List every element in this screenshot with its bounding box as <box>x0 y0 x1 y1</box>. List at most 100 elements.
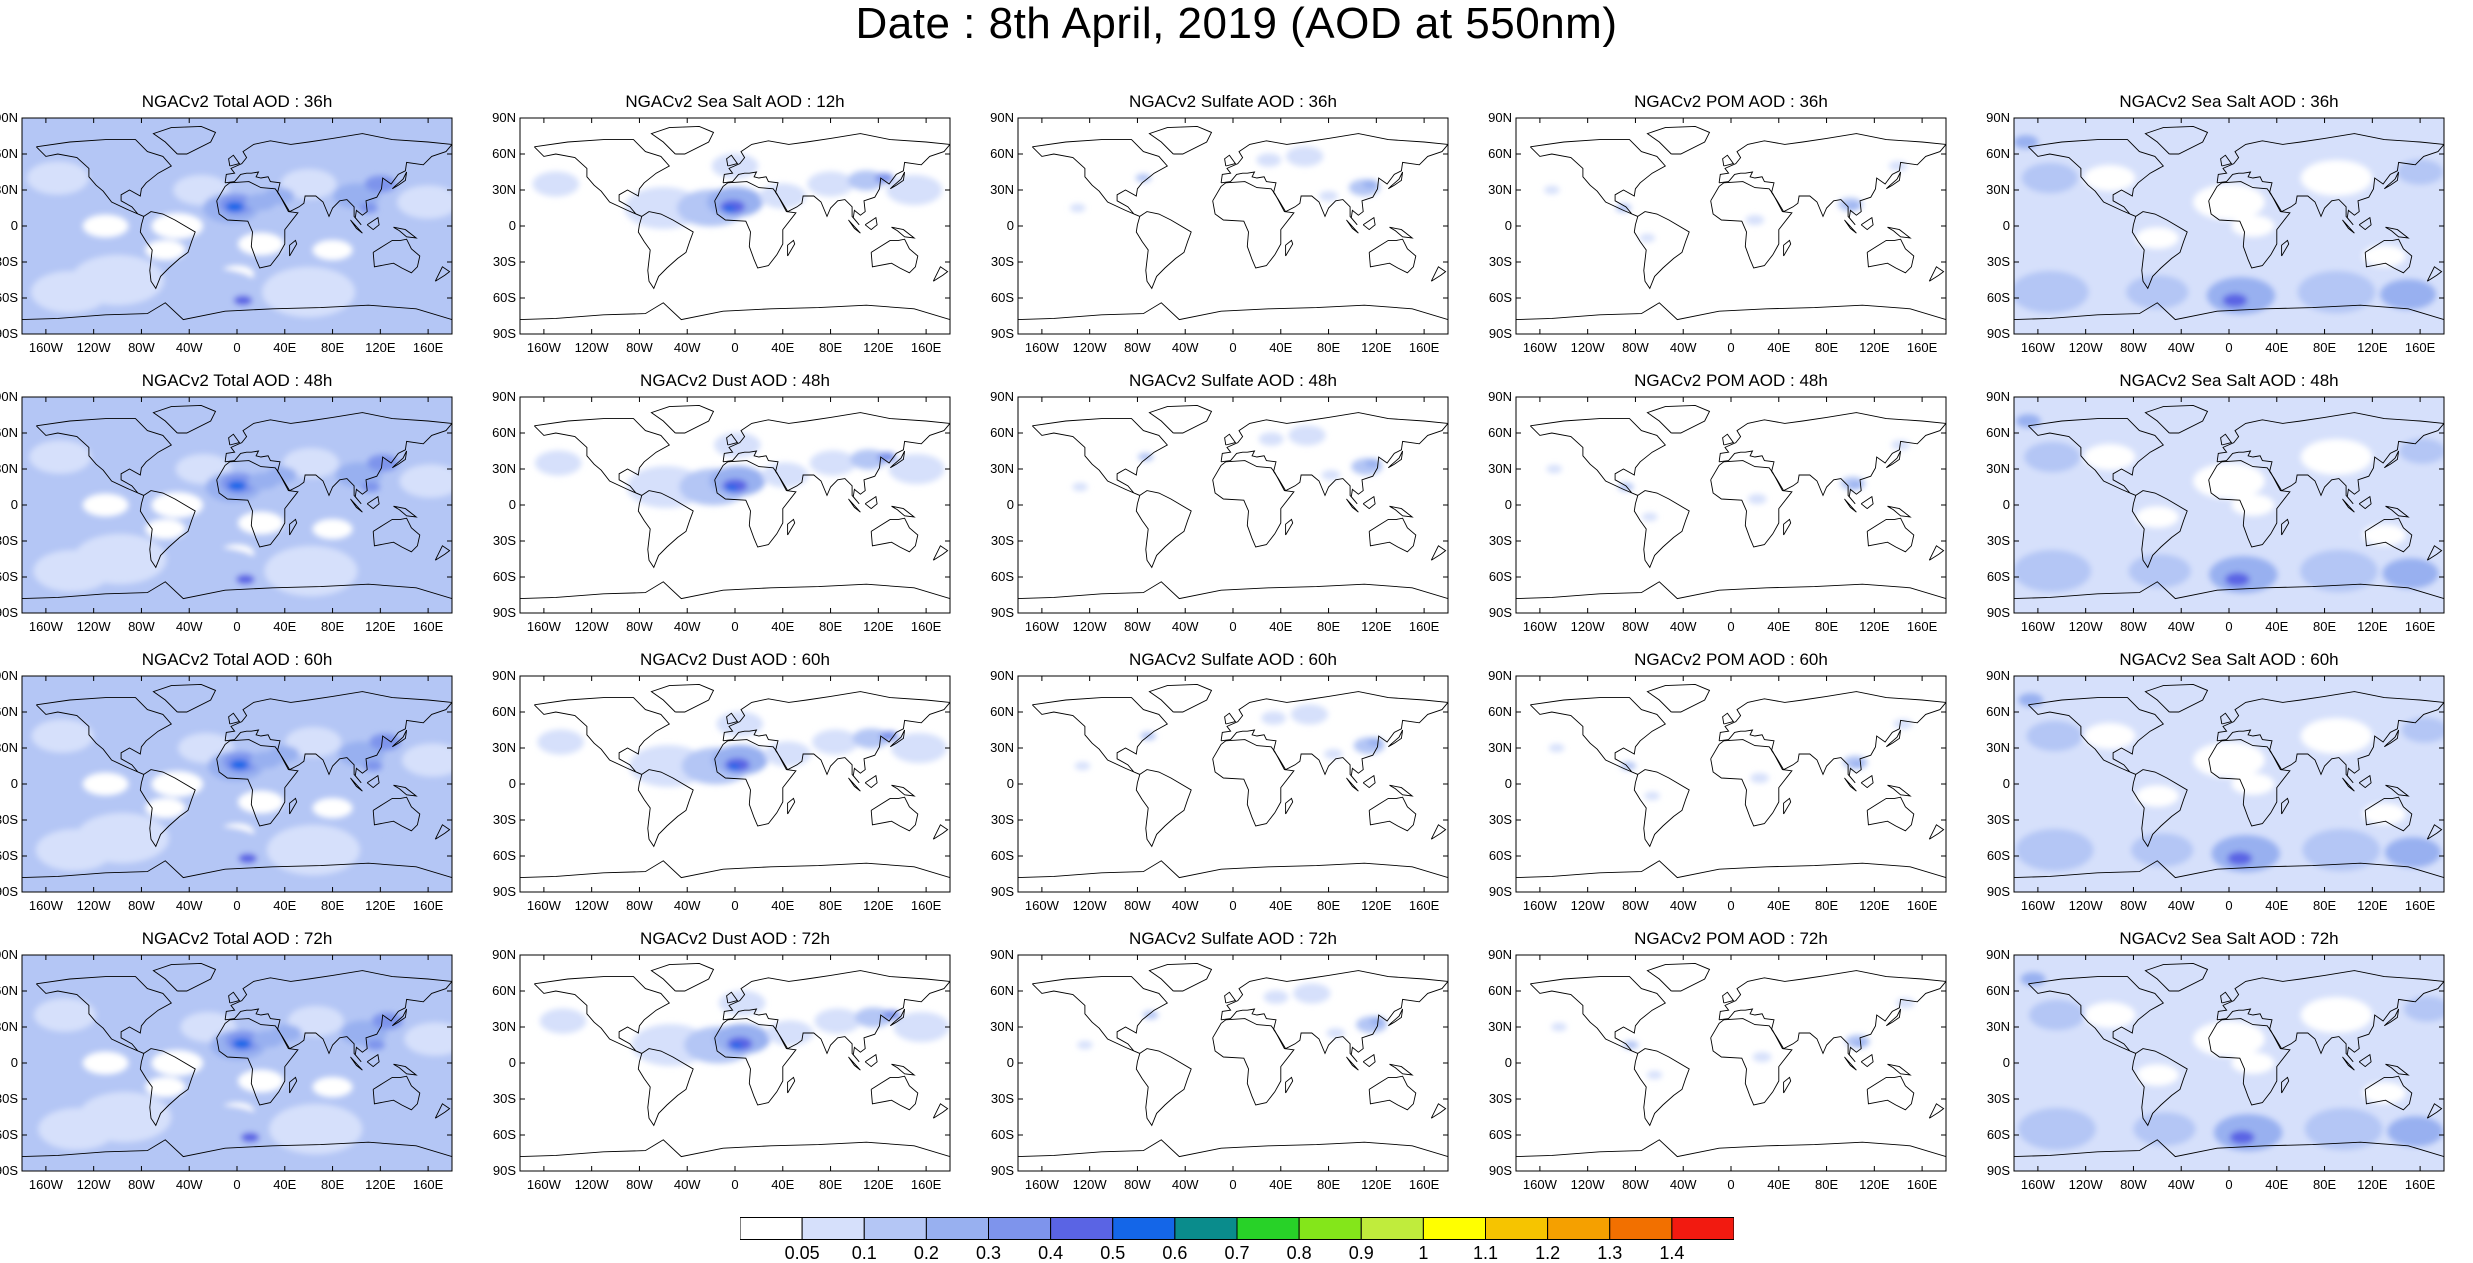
aod-plume <box>1138 452 1154 462</box>
lat-tick-label: 0 <box>1505 497 1512 512</box>
aod-plume <box>2157 159 2205 185</box>
coastline <box>2027 139 2165 217</box>
coastline <box>1285 797 1294 815</box>
aod-plume <box>1747 493 1767 505</box>
aod-background <box>1516 676 1946 892</box>
panel-title: NGACv2 POM AOD : 72h <box>1634 929 1828 948</box>
map-panel: NGACv2 POM AOD : 48h 90N 60N 30N 0 30S 60S 90S 1… <box>1488 369 1969 639</box>
map-panel: NGACv2 Sulfate AOD : 48h 90N 60N 30N 0 30S 60S… <box>990 369 1471 639</box>
coastline <box>372 238 421 274</box>
coastline <box>1844 219 1857 234</box>
lon-tick-label: 80W <box>626 340 653 355</box>
lon-tick-label: 40W <box>176 898 203 913</box>
lat-tick-label: 30S <box>1987 812 2010 827</box>
coastline <box>2383 729 2400 748</box>
aod-plume <box>1896 997 1915 1009</box>
lon-tick-label: 120E <box>1361 1177 1392 1192</box>
coastline <box>1224 991 1237 1004</box>
coastline <box>1633 211 1690 290</box>
lon-tick-label: 160E <box>911 1177 942 1192</box>
lat-tick-label: 90S <box>1489 884 1512 899</box>
coastline <box>1430 1103 1447 1119</box>
coastline <box>1710 1018 1793 1106</box>
coastline <box>1887 1063 1912 1076</box>
aod-plume <box>2020 972 2046 986</box>
aod-plume <box>2029 999 2085 1031</box>
aod-plume <box>629 745 707 787</box>
colorbar-swatch <box>1236 1217 1300 1240</box>
colorbar-swatch <box>739 1217 803 1240</box>
lon-tick-label: 160W <box>29 1177 64 1192</box>
lat-tick-label: 0 <box>509 776 516 791</box>
coastline <box>2281 518 2290 536</box>
aod-plume <box>371 1012 404 1030</box>
coastline <box>1718 691 1946 784</box>
lon-tick-label: 160W <box>2021 340 2056 355</box>
lon-tick-label: 80W <box>1124 340 1151 355</box>
coastline <box>1389 1063 1414 1076</box>
lon-tick-label: 80E <box>2313 1177 2336 1192</box>
world-map: 90N 60N 30N 0 30S 60S 90S 160W 120W 80W 40W 0 40E 80E… <box>492 389 951 634</box>
lat-tick-label: 30S <box>493 1091 516 1106</box>
aod-plume <box>852 728 890 749</box>
aod-plume <box>2088 510 2136 536</box>
lon-tick-label: 80E <box>1317 340 1340 355</box>
aod-clear-area <box>2300 439 2373 475</box>
lat-tick-label: 90N <box>1986 947 2010 962</box>
aod-plume <box>2160 438 2207 464</box>
aod-plume <box>379 553 452 596</box>
lat-tick-label: 30N <box>492 461 516 476</box>
coastline <box>224 133 452 226</box>
aod-plume <box>761 462 809 488</box>
lon-tick-label: 160W <box>527 898 562 913</box>
aod-background <box>520 118 950 334</box>
coastline <box>1346 1056 1359 1071</box>
coastline <box>1368 1075 1417 1111</box>
lat-tick-label: 60N <box>1488 425 1512 440</box>
aod-clear-area <box>312 239 353 261</box>
lat-tick-label: 30S <box>1987 1091 2010 1106</box>
colorbar-swatch <box>1360 1217 1424 1240</box>
coastline <box>228 154 241 167</box>
coastline <box>434 266 451 282</box>
aod-plume <box>2289 1040 2327 1062</box>
aod-plume <box>401 743 452 777</box>
coastline <box>2383 450 2400 469</box>
coastline <box>1148 683 1213 713</box>
lon-tick-label: 80W <box>128 898 155 913</box>
colorbar-label: 0.2 <box>913 1243 939 1263</box>
aod-clear-area <box>151 213 204 239</box>
lon-tick-label: 0 <box>2225 898 2232 913</box>
coastline <box>2281 239 2290 257</box>
aod-clear-area <box>312 797 353 819</box>
lon-tick-label: 0 <box>1727 898 1734 913</box>
lat-tick-label: 60N <box>990 146 1014 161</box>
colorbar-label: 1.2 <box>1535 1243 1561 1263</box>
coastline <box>1285 1076 1294 1094</box>
coastline <box>1718 970 1946 1063</box>
lat-tick-label: 90S <box>0 1163 18 1178</box>
coastline <box>2342 777 2355 792</box>
coastline <box>2208 460 2291 548</box>
lat-tick-label: 90S <box>991 884 1014 899</box>
aod-plume <box>1072 482 1088 492</box>
aod-plume <box>1326 1027 1346 1039</box>
aod-clear-area <box>151 771 204 797</box>
coastline <box>22 860 452 879</box>
coastline <box>2216 133 2444 226</box>
lat-tick-label: 90N <box>990 668 1014 683</box>
coastline <box>224 970 452 1063</box>
aod-plume <box>1288 425 1326 446</box>
coastline <box>1866 238 1915 274</box>
lon-tick-label: 40W <box>1172 619 1199 634</box>
lon-tick-label: 40E <box>273 898 296 913</box>
lon-tick-label: 40E <box>771 1177 794 1192</box>
coastline <box>1031 697 1169 775</box>
lat-tick-label: 60S <box>493 1127 516 1142</box>
lat-tick-label: 60S <box>0 1127 18 1142</box>
lon-tick-label: 40E <box>2265 1177 2288 1192</box>
lat-tick-label: 60N <box>1488 983 1512 998</box>
lat-tick-label: 60N <box>492 983 516 998</box>
coastline <box>722 970 950 1063</box>
coastline <box>932 545 949 561</box>
